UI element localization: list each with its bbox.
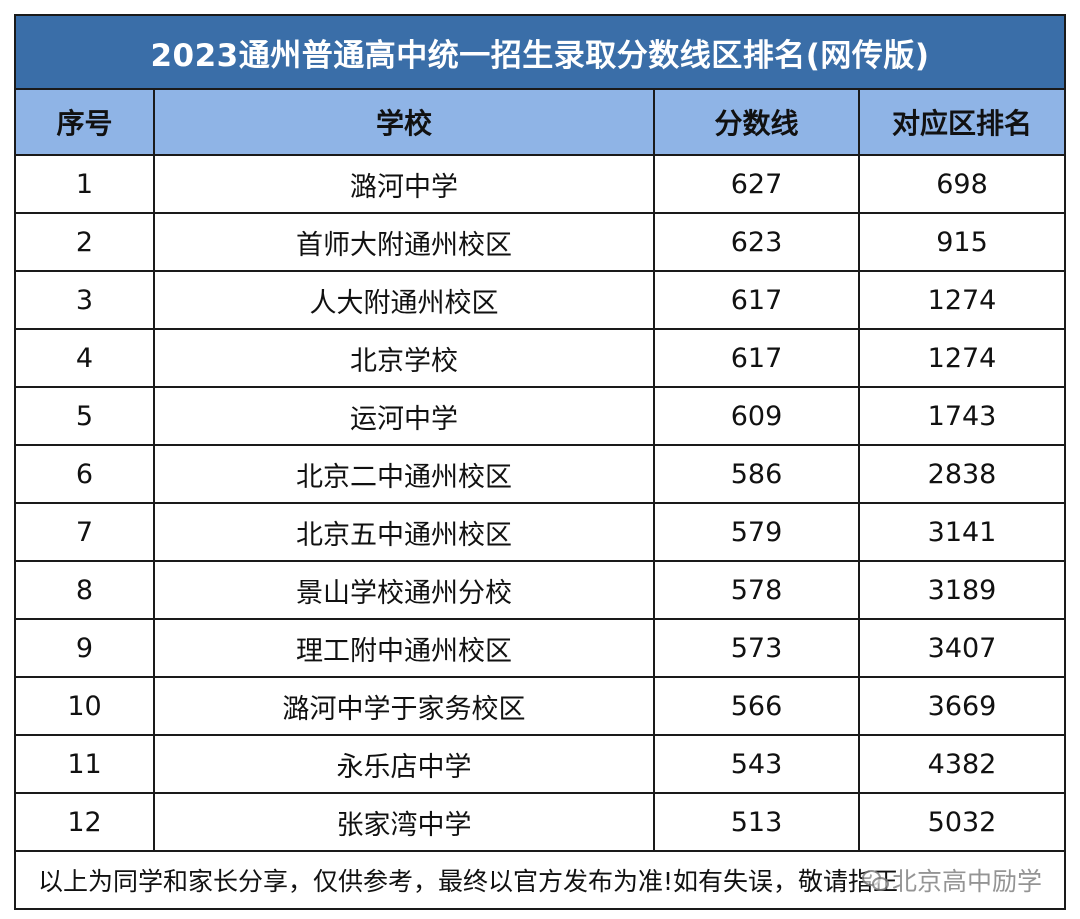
cell-index: 4 [14, 328, 155, 388]
wechat-icon [861, 869, 889, 891]
footer-cell: 以上为同学和家长分享，仅供参考，最终以官方发布为准!如有失误，敬请指正 北京高中… [14, 850, 1066, 910]
cell-rank: 3669 [858, 676, 1066, 736]
cell-rank: 2838 [858, 444, 1066, 504]
cell-index: 12 [14, 792, 155, 852]
table-row: 2 首师大附通州校区 623 915 [14, 212, 1066, 272]
cell-school: 理工附中通州校区 [153, 618, 655, 678]
header-score: 分数线 [653, 88, 860, 156]
cell-score: 579 [653, 502, 860, 562]
cell-score: 573 [653, 618, 860, 678]
score-table: 2023通州普通高中统一招生录取分数线区排名(网传版) 序号 学校 分数线 对应… [14, 14, 1066, 910]
cell-score: 617 [653, 328, 860, 388]
cell-index: 5 [14, 386, 155, 446]
table-row: 8 景山学校通州分校 578 3189 [14, 560, 1066, 620]
header-rank: 对应区排名 [858, 88, 1066, 156]
cell-school: 北京学校 [153, 328, 655, 388]
table-row: 12 张家湾中学 513 5032 [14, 792, 1066, 852]
cell-score: 513 [653, 792, 860, 852]
table-body: 1 潞河中学 627 698 2 首师大附通州校区 623 915 3 人大附通… [14, 154, 1066, 852]
table-row: 9 理工附中通州校区 573 3407 [14, 618, 1066, 678]
cell-index: 9 [14, 618, 155, 678]
cell-rank: 1274 [858, 328, 1066, 388]
cell-index: 8 [14, 560, 155, 620]
cell-score: 609 [653, 386, 860, 446]
cell-school: 张家湾中学 [153, 792, 655, 852]
table-row: 6 北京二中通州校区 586 2838 [14, 444, 1066, 504]
cell-score: 578 [653, 560, 860, 620]
cell-score: 627 [653, 154, 860, 214]
cell-school: 北京二中通州校区 [153, 444, 655, 504]
cell-rank: 3407 [858, 618, 1066, 678]
cell-rank: 698 [858, 154, 1066, 214]
cell-school: 景山学校通州分校 [153, 560, 655, 620]
cell-rank: 1743 [858, 386, 1066, 446]
cell-school: 运河中学 [153, 386, 655, 446]
cell-school: 永乐店中学 [153, 734, 655, 794]
table-row: 1 潞河中学 627 698 [14, 154, 1066, 214]
cell-rank: 3141 [858, 502, 1066, 562]
footer-note: 以上为同学和家长分享，仅供参考，最终以官方发布为准!如有失误，敬请指正 [38, 867, 899, 896]
cell-rank: 915 [858, 212, 1066, 272]
header-row: 序号 学校 分数线 对应区排名 [14, 88, 1066, 156]
cell-index: 3 [14, 270, 155, 330]
cell-school: 首师大附通州校区 [153, 212, 655, 272]
watermark-text: 北京高中励学 [891, 867, 1042, 896]
table-row: 4 北京学校 617 1274 [14, 328, 1066, 388]
cell-index: 2 [14, 212, 155, 272]
cell-index: 7 [14, 502, 155, 562]
watermark: 北京高中励学 [861, 862, 1042, 898]
table-row: 10 潞河中学于家务校区 566 3669 [14, 676, 1066, 736]
cell-rank: 3189 [858, 560, 1066, 620]
cell-score: 586 [653, 444, 860, 504]
table-row: 5 运河中学 609 1743 [14, 386, 1066, 446]
table-row: 3 人大附通州校区 617 1274 [14, 270, 1066, 330]
table-row: 11 永乐店中学 543 4382 [14, 734, 1066, 794]
cell-score: 543 [653, 734, 860, 794]
cell-school: 潞河中学 [153, 154, 655, 214]
cell-rank: 1274 [858, 270, 1066, 330]
cell-rank: 5032 [858, 792, 1066, 852]
cell-index: 1 [14, 154, 155, 214]
cell-score: 566 [653, 676, 860, 736]
footer-row: 以上为同学和家长分享，仅供参考，最终以官方发布为准!如有失误，敬请指正 北京高中… [14, 850, 1066, 910]
cell-index: 11 [14, 734, 155, 794]
header-index: 序号 [14, 88, 155, 156]
cell-score: 617 [653, 270, 860, 330]
cell-rank: 4382 [858, 734, 1066, 794]
title-row: 2023通州普通高中统一招生录取分数线区排名(网传版) [14, 14, 1066, 90]
table-title: 2023通州普通高中统一招生录取分数线区排名(网传版) [14, 14, 1066, 90]
cell-index: 6 [14, 444, 155, 504]
cell-school: 北京五中通州校区 [153, 502, 655, 562]
cell-school: 潞河中学于家务校区 [153, 676, 655, 736]
cell-score: 623 [653, 212, 860, 272]
table-row: 7 北京五中通州校区 579 3141 [14, 502, 1066, 562]
cell-index: 10 [14, 676, 155, 736]
header-school: 学校 [153, 88, 655, 156]
cell-school: 人大附通州校区 [153, 270, 655, 330]
